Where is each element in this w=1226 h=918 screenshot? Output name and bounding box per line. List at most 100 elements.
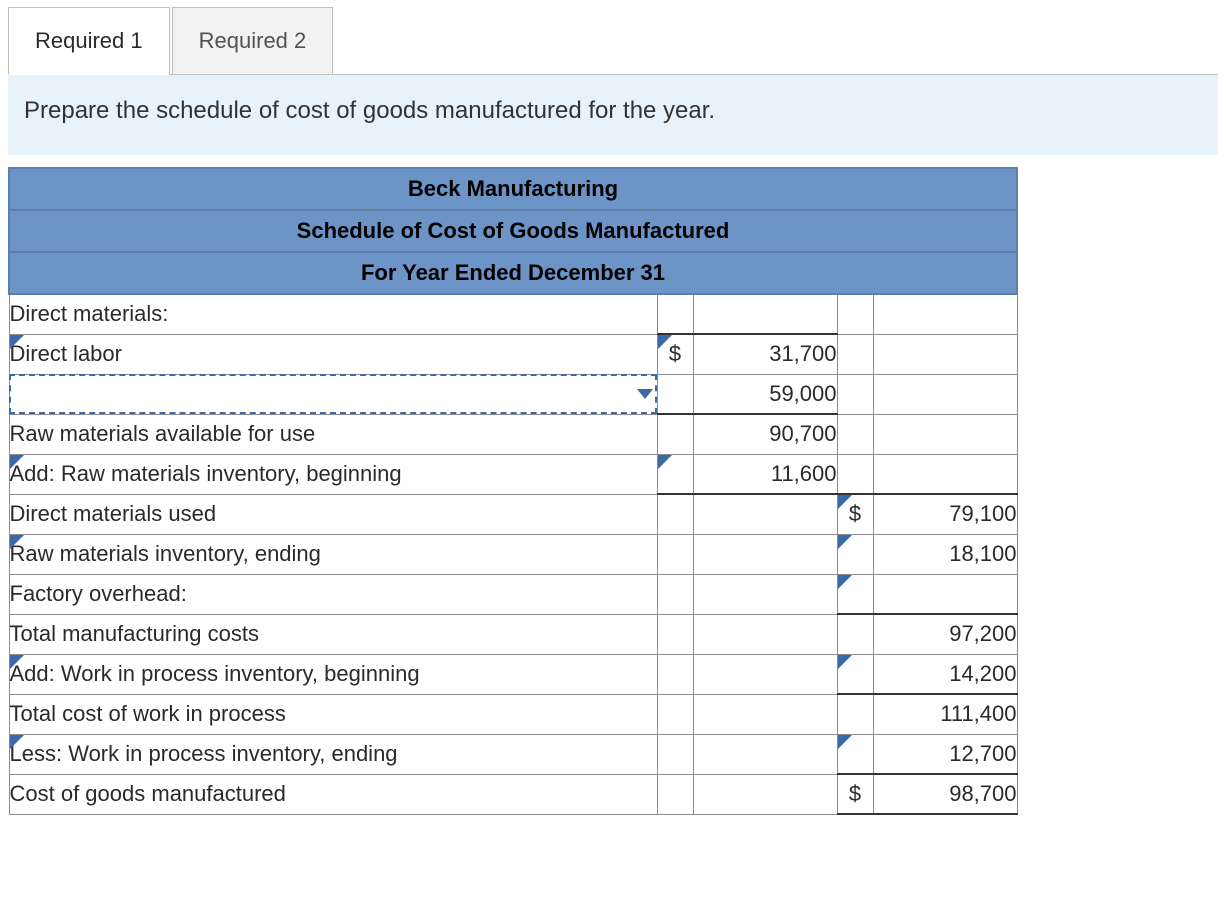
- table-row: Raw materials inventory, ending 18,100: [9, 534, 1017, 574]
- currency-symbol-col2: [837, 614, 873, 654]
- value-col2[interactable]: 18,100: [873, 534, 1017, 574]
- table-row: Total cost of work in process 111,400: [9, 694, 1017, 734]
- instruction-banner: Prepare the schedule of cost of goods ma…: [8, 74, 1218, 155]
- row-label[interactable]: Add: Work in process inventory, beginnin…: [9, 654, 657, 694]
- currency-symbol-col1: [657, 414, 693, 454]
- row-label[interactable]: Add: Raw materials inventory, beginning: [9, 454, 657, 494]
- row-label[interactable]: Total manufacturing costs: [9, 614, 657, 654]
- table-row: Add: Raw materials inventory, beginning 1…: [9, 454, 1017, 494]
- currency-symbol-col2: $: [837, 494, 873, 534]
- row-label-text: Less: Work in process inventory, ending: [10, 741, 398, 766]
- currency-symbol-col1: [657, 374, 693, 414]
- row-label-text: Total manufacturing costs: [10, 621, 259, 646]
- value-col1[interactable]: 90,700: [693, 414, 837, 454]
- value-col2[interactable]: 12,700: [873, 734, 1017, 774]
- value-col2[interactable]: 97,200: [873, 614, 1017, 654]
- table-header-title: Schedule of Cost of Goods Manufactured: [9, 210, 1017, 252]
- value-col1[interactable]: [693, 614, 837, 654]
- value-col1[interactable]: [693, 494, 837, 534]
- row-label-text: Raw materials available for use: [10, 421, 316, 446]
- row-label[interactable]: Direct materials:: [9, 294, 657, 334]
- value-col2[interactable]: [873, 574, 1017, 614]
- value-col1[interactable]: [693, 574, 837, 614]
- table-row: Less: Work in process inventory, ending 1…: [9, 734, 1017, 774]
- table-header-period: For Year Ended December 31: [9, 252, 1017, 294]
- value-col2[interactable]: 98,700: [873, 774, 1017, 814]
- value-col1[interactable]: 59,000: [693, 374, 837, 414]
- tab-required-2[interactable]: Required 2: [172, 7, 334, 75]
- row-label-text: Add: Raw materials inventory, beginning: [10, 461, 402, 486]
- row-label-text: Cost of goods manufactured: [10, 781, 286, 806]
- currency-symbol-col1: [657, 534, 693, 574]
- tab-required-1[interactable]: Required 1: [8, 7, 170, 75]
- value-col1[interactable]: [693, 774, 837, 814]
- chevron-down-icon[interactable]: [637, 389, 653, 399]
- table-row: Direct materials:: [9, 294, 1017, 334]
- table-header-company: Beck Manufacturing: [9, 168, 1017, 210]
- currency-symbol-col1: [657, 734, 693, 774]
- schedule-table: Beck Manufacturing Schedule of Cost of G…: [8, 167, 1018, 815]
- row-label-text: Raw materials inventory, ending: [10, 541, 321, 566]
- table-row: Factory overhead:: [9, 574, 1017, 614]
- currency-symbol-col1: [657, 294, 693, 334]
- currency-symbol-col1: $: [657, 334, 693, 374]
- row-label[interactable]: Direct materials used: [9, 494, 657, 534]
- currency-symbol-col2: [837, 694, 873, 734]
- currency-symbol-col2: [837, 654, 873, 694]
- row-label[interactable]: Factory overhead:: [9, 574, 657, 614]
- currency-symbol-col2: [837, 534, 873, 574]
- table-row: 59,000: [9, 374, 1017, 414]
- currency-symbol-col1: [657, 574, 693, 614]
- table-row: Total manufacturing costs 97,200: [9, 614, 1017, 654]
- currency-symbol-col1: [657, 494, 693, 534]
- value-col2[interactable]: [873, 294, 1017, 334]
- value-col2[interactable]: 111,400: [873, 694, 1017, 734]
- row-label[interactable]: Cost of goods manufactured: [9, 774, 657, 814]
- currency-symbol-col2: [837, 374, 873, 414]
- value-col1[interactable]: [693, 734, 837, 774]
- currency-symbol-col2: $: [837, 774, 873, 814]
- value-col1[interactable]: [693, 654, 837, 694]
- page-root: Required 1 Required 2 Prepare the schedu…: [0, 0, 1226, 821]
- currency-symbol-col2: [837, 574, 873, 614]
- row-label[interactable]: Less: Work in process inventory, ending: [9, 734, 657, 774]
- value-col2[interactable]: [873, 374, 1017, 414]
- value-col1[interactable]: [693, 534, 837, 574]
- row-label-text: Direct labor: [10, 341, 122, 366]
- currency-symbol-col1: [657, 654, 693, 694]
- value-col1[interactable]: [693, 294, 837, 334]
- value-col2[interactable]: 14,200: [873, 654, 1017, 694]
- row-label-text: Add: Work in process inventory, beginnin…: [10, 661, 420, 686]
- table-row: Cost of goods manufactured $98,700: [9, 774, 1017, 814]
- currency-symbol-col1: [657, 774, 693, 814]
- table-row: Direct labor $31,700: [9, 334, 1017, 374]
- value-col2[interactable]: [873, 454, 1017, 494]
- row-label[interactable]: Raw materials available for use: [9, 414, 657, 454]
- currency-symbol-col1: [657, 694, 693, 734]
- value-col1[interactable]: [693, 694, 837, 734]
- currency-symbol-col2: [837, 334, 873, 374]
- row-label-text: Direct materials:: [10, 301, 169, 326]
- table-row: Add: Work in process inventory, beginnin…: [9, 654, 1017, 694]
- currency-symbol-col2: [837, 414, 873, 454]
- tab-bar: Required 1 Required 2: [8, 6, 1218, 74]
- value-col2[interactable]: 79,100: [873, 494, 1017, 534]
- row-label[interactable]: [9, 374, 657, 414]
- value-col1[interactable]: 11,600: [693, 454, 837, 494]
- row-label-text: Direct materials used: [10, 501, 217, 526]
- row-label[interactable]: Total cost of work in process: [9, 694, 657, 734]
- currency-symbol-col2: [837, 454, 873, 494]
- currency-symbol-col2: [837, 734, 873, 774]
- value-col1[interactable]: 31,700: [693, 334, 837, 374]
- row-label[interactable]: Raw materials inventory, ending: [9, 534, 657, 574]
- currency-symbol-col1: [657, 614, 693, 654]
- row-label[interactable]: Direct labor: [9, 334, 657, 374]
- row-label-text: Factory overhead:: [10, 581, 187, 606]
- currency-symbol-col1: [657, 454, 693, 494]
- table-row: Raw materials available for use 90,700: [9, 414, 1017, 454]
- value-col2[interactable]: [873, 414, 1017, 454]
- row-label-text: Total cost of work in process: [10, 701, 286, 726]
- table-row: Direct materials used $79,100: [9, 494, 1017, 534]
- value-col2[interactable]: [873, 334, 1017, 374]
- currency-symbol-col2: [837, 294, 873, 334]
